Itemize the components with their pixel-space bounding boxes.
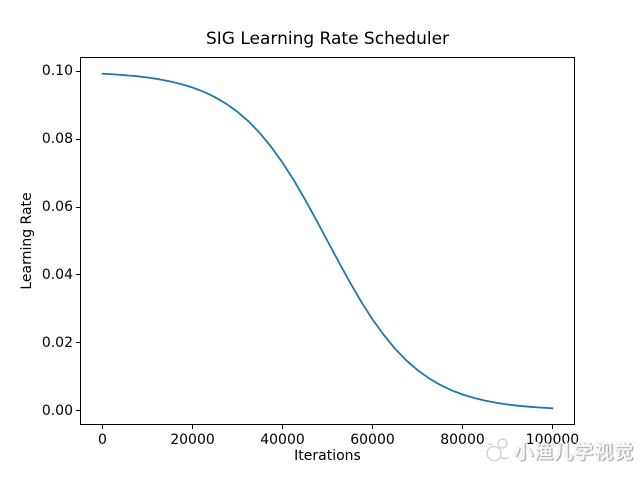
x-tick-mark bbox=[102, 425, 103, 429]
x-axis-label: Iterations bbox=[294, 448, 361, 464]
watermark-text: 小渔儿学视觉 bbox=[514, 440, 635, 463]
y-tick-label: 0.06 bbox=[41, 199, 73, 216]
y-tick-mark bbox=[76, 274, 80, 276]
watermark: 小渔儿学视觉 bbox=[485, 436, 634, 464]
y-tick-label: 0.04 bbox=[41, 266, 73, 283]
x-tick-mark bbox=[462, 425, 463, 429]
x-tick-label: 80000 bbox=[440, 432, 485, 448]
x-tick-label: 20000 bbox=[170, 432, 215, 448]
x-tick-mark bbox=[552, 425, 553, 429]
x-tick-mark bbox=[192, 425, 193, 429]
x-tick-label: 60000 bbox=[350, 432, 395, 448]
y-tick-mark bbox=[76, 70, 80, 72]
y-tick-mark bbox=[76, 206, 80, 208]
y-tick-label: 0.08 bbox=[41, 131, 73, 148]
x-tick-label: 0 bbox=[98, 432, 107, 448]
plot-area bbox=[80, 57, 575, 425]
y-tick-label: 0.00 bbox=[41, 402, 73, 419]
y-tick-label: 0.10 bbox=[41, 63, 73, 80]
y-tick-mark bbox=[76, 410, 80, 412]
x-tick-mark bbox=[282, 425, 283, 429]
x-tick-label: 100000 bbox=[525, 432, 580, 448]
x-tick-label: 40000 bbox=[260, 432, 305, 448]
y-tick-label: 0.02 bbox=[41, 334, 73, 351]
x-tick-mark bbox=[372, 425, 373, 429]
y-tick-mark bbox=[76, 342, 80, 344]
chart-title: SIG Learning Rate Scheduler bbox=[205, 29, 450, 49]
y-tick-mark bbox=[76, 138, 80, 140]
doodle-mascot-icon bbox=[486, 438, 509, 462]
